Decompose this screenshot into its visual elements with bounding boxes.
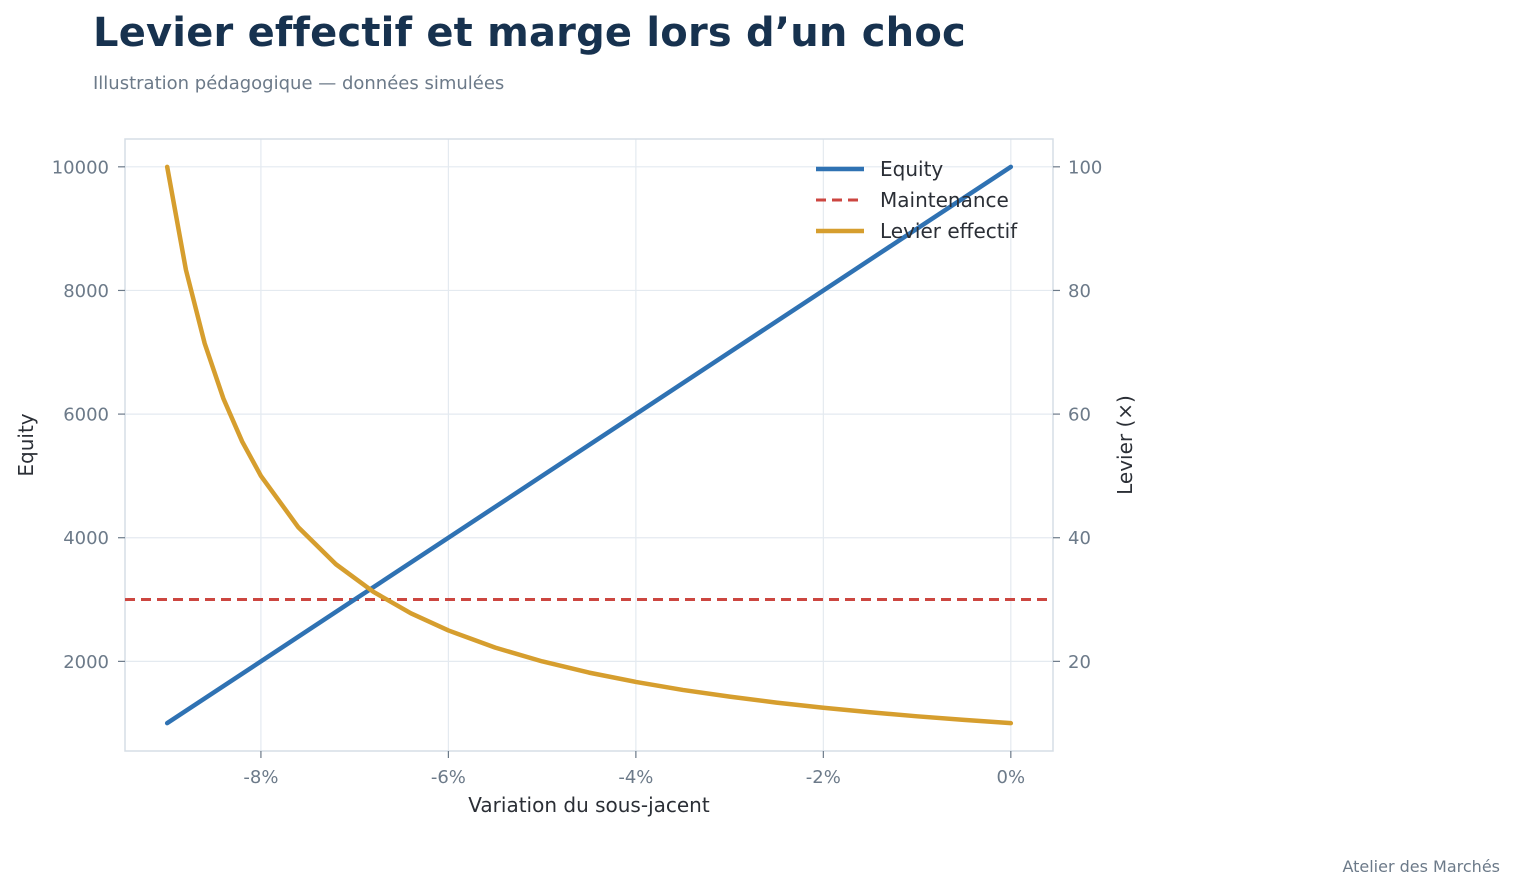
- x-tick-label: -6%: [431, 767, 466, 788]
- legend-label: Levier effectif: [880, 219, 1018, 243]
- plot-area: [124, 138, 1054, 752]
- y-tick-label: 6000: [63, 405, 109, 426]
- y-tick-label: 2000: [63, 652, 109, 673]
- y-tick-label: 8000: [63, 281, 109, 302]
- grid: [125, 139, 1053, 751]
- x-tick-label: -8%: [243, 767, 278, 788]
- chart-title: Levier effectif et marge lors d’un choc: [93, 10, 966, 56]
- y-right-tick-label: 80: [1068, 281, 1091, 302]
- y-right-tick-label: 60: [1068, 405, 1091, 426]
- x-axis-title: Variation du sous-jacent: [468, 793, 710, 817]
- series: [125, 164, 1053, 726]
- y-right-tick-label: 100: [1068, 157, 1102, 178]
- source-credit: Atelier des Marchés: [1342, 857, 1500, 876]
- legend-label: Equity: [880, 157, 943, 181]
- series-line-equity: [164, 164, 1014, 726]
- y-right-tick-label: 40: [1068, 528, 1091, 549]
- y-axis-title: Equity: [14, 413, 38, 476]
- y-right-tick-label: 20: [1068, 652, 1091, 673]
- x-tick-label: 0%: [997, 767, 1026, 788]
- y-tick-label: 10000: [52, 157, 109, 178]
- chart-subtitle: Illustration pédagogique — données simul…: [93, 73, 505, 94]
- series-line-levier-effectif: [164, 164, 1014, 726]
- x-tick-label: -2%: [806, 767, 841, 788]
- axis-ticks: -8% -6% -4% -2% 0% 2000 4000 6000 8000 10000 20 40 6…: [52, 157, 1103, 788]
- y-tick-label: 4000: [63, 528, 109, 549]
- y-right-axis-title: Levier (×): [1113, 395, 1137, 495]
- x-tick-label: -4%: [618, 767, 653, 788]
- legend: Equity Maintenance Levier effectif: [816, 157, 1018, 243]
- legend-label: Maintenance: [880, 188, 1009, 212]
